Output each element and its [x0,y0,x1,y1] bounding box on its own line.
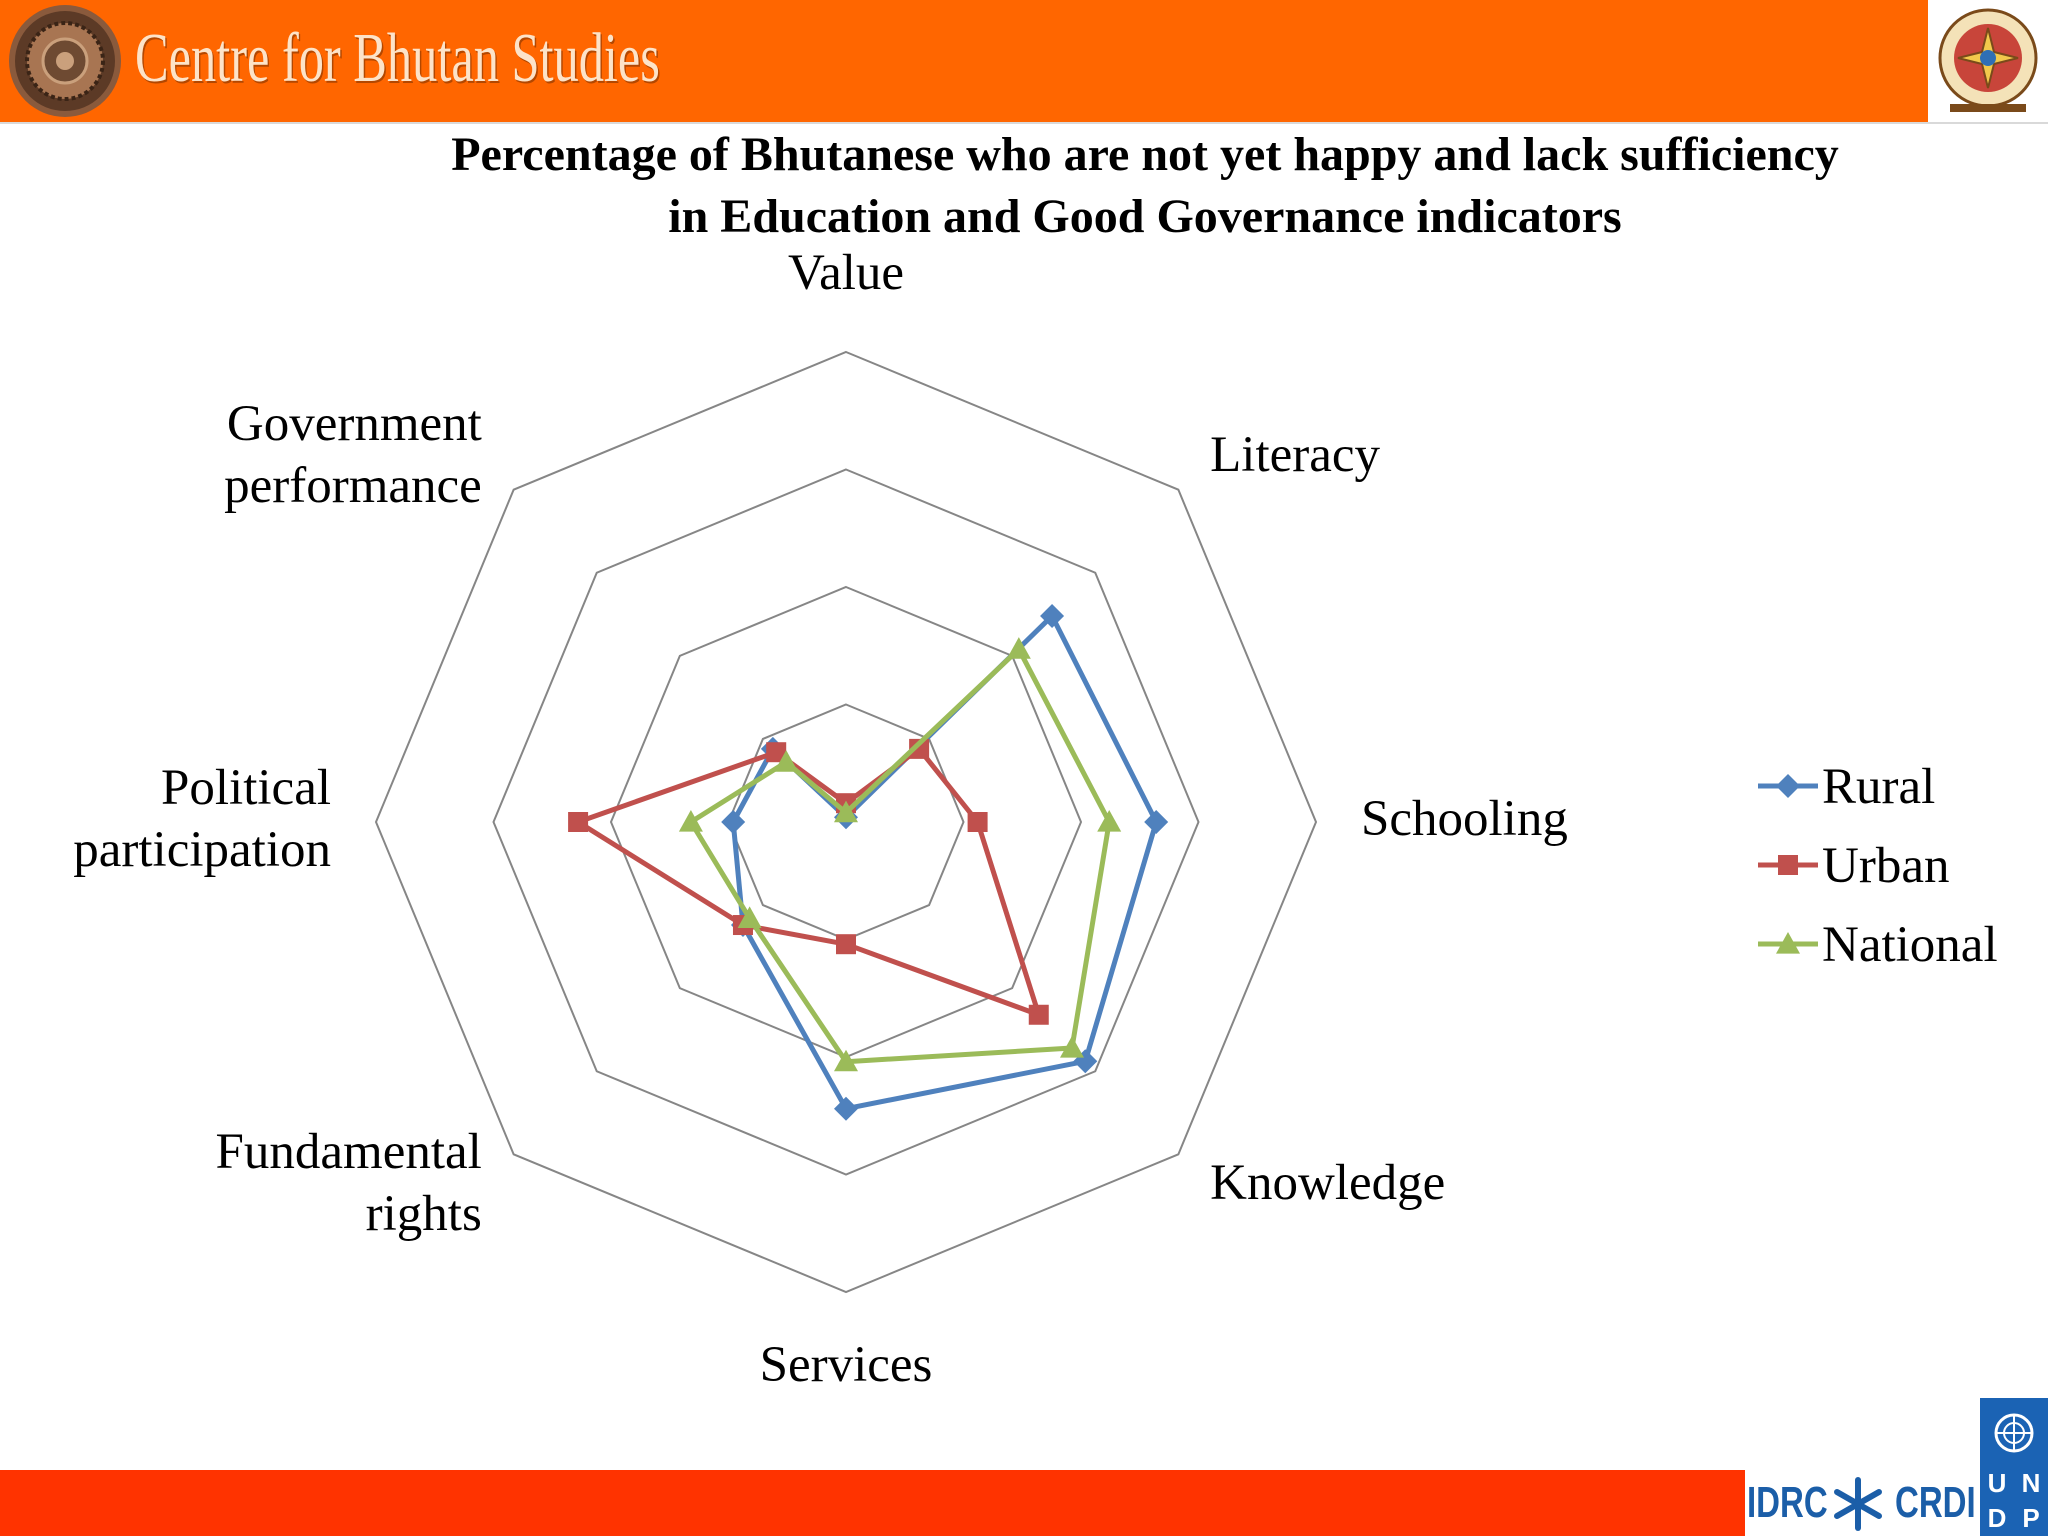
category-label-line: Schooling [1361,791,1568,847]
category-label: Political participation [73,760,331,878]
category-label-line: Services [760,1337,933,1393]
crdi-label: CRDI [1895,1478,1976,1527]
undp-letters: U N D P [1980,1466,2048,1536]
data-point-square [836,934,856,955]
legend-label: Urban [1822,838,1949,894]
category-label-line: Literacy [1210,427,1380,483]
data-point-square [766,742,787,763]
dharma-wheel-logo [9,5,121,117]
data-point-diamond [1144,810,1169,834]
data-point-square [1778,855,1798,875]
legend-item: Urban [1758,838,1949,894]
category-label-line: rights [366,1186,482,1242]
series-line [575,746,1042,1018]
legend: Rural Urban National [1758,759,1998,973]
category-labels: Value Literacy Schooling Knowledge Services F… [73,245,1568,1393]
org-name: Centre for Bhutan Studies [135,20,660,97]
category-label-line: performance [224,458,482,514]
legend-item: Rural [1758,759,1935,815]
category-label-line: Knowledge [1210,1155,1445,1211]
data-point-square [568,812,589,832]
series-line [730,613,1159,1112]
series-line [688,646,1112,1065]
series-layer [568,603,1169,1121]
data-point-triangle [834,800,858,823]
un-globe-icon [1994,1413,2034,1453]
legend-item: National [1758,917,1998,973]
category-label-line: Government [227,396,482,452]
data-point-triangle [1059,1035,1084,1058]
data-point-triangle [737,906,762,928]
data-point-square [967,812,988,832]
series-urban [568,738,1049,1025]
data-point-triangle [834,1049,858,1072]
header-banner: Centre for Bhutan Studies [0,0,2048,124]
chart-title-line: Percentage of Bhutanese who are not yet … [451,128,1839,181]
data-point-diamond [1776,774,1800,798]
grid-ring [374,350,1318,1294]
category-label: Knowledge [1210,1155,1445,1211]
snowflake-icon [1834,1477,1882,1531]
data-point-triangle [774,750,799,772]
data-point-square [909,738,930,759]
undp-letter: N [2021,1468,2041,1498]
category-label: Schooling [1361,791,1568,847]
category-label-line: Fundamental [216,1124,482,1180]
category-label: Services [760,1337,933,1393]
category-label-line: Political [161,760,331,816]
data-point-diamond [721,810,746,834]
chart-title-line: in Education and Good Governance indicat… [668,190,1622,243]
undp-letter: U [1987,1468,2007,1498]
data-point-square [1028,1004,1049,1025]
national-emblem-logo [1928,0,2048,122]
undp-logo: U N D P [1980,1398,2048,1536]
series-national [678,637,1122,1072]
undp-letter: D [1987,1503,2007,1533]
grid-ring [492,468,1200,1176]
data-point-triangle [1097,810,1122,832]
legend-label: National [1822,917,1998,973]
data-point-triangle [678,810,703,832]
category-label: Literacy [1210,427,1380,483]
undp-letter: P [2022,1503,2040,1533]
category-label-line: participation [73,822,331,878]
category-label: Fundamental rights [216,1124,482,1242]
idrc-label: IDRC [1747,1478,1828,1527]
category-label-line: Value [788,245,904,301]
idrc-crdi-logo: IDRC CRDI [1745,1470,1980,1536]
data-point-triangle [1006,637,1031,659]
footer-bar [0,1470,1745,1536]
category-label: Government performance [224,396,482,514]
data-point-diamond [834,1096,858,1121]
category-label: Value [788,245,904,301]
legend-label: Rural [1822,759,1935,815]
data-point-triangle [1776,932,1800,954]
chart-title: Percentage of Bhutanese who are not yet … [300,124,1990,248]
data-point-diamond [1040,603,1065,628]
